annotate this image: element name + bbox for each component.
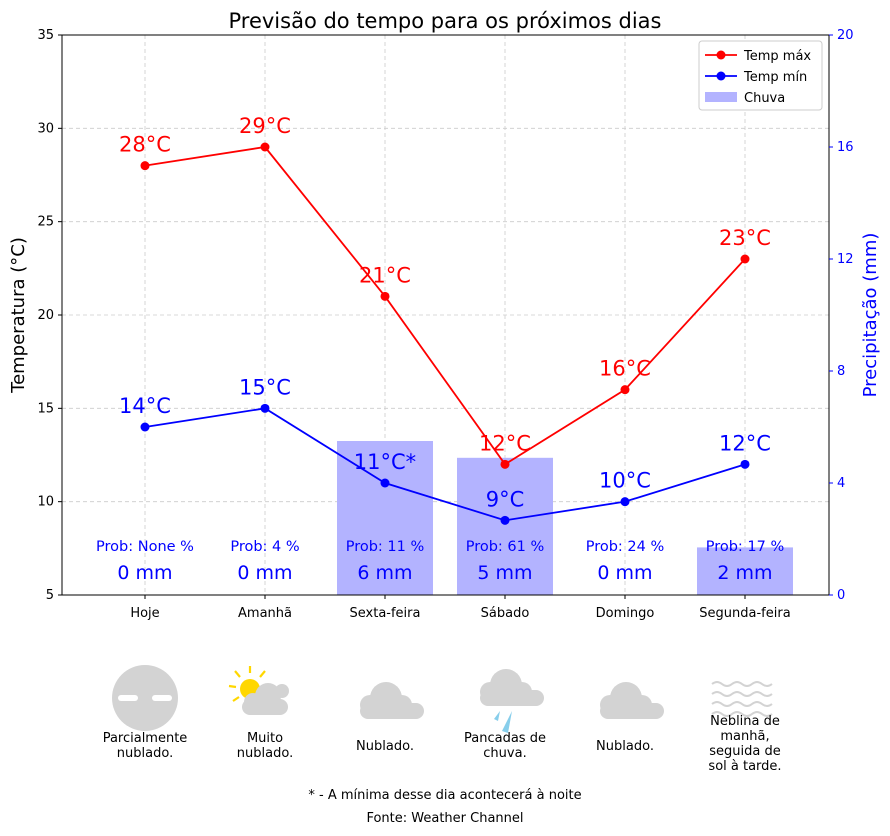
y2-tick-label: 16 [837,140,854,155]
series-point [260,142,270,152]
series-point [740,459,750,469]
precip-label: 0 mm [597,562,652,584]
legend-label: Temp mín [743,70,807,85]
legend-marker [716,71,726,81]
precip-bar [337,441,433,595]
temp-data-label: 12°C [719,431,771,455]
y2-tick-label: 4 [837,476,845,491]
series-point [380,478,390,488]
temp-data-label: 9°C [486,487,525,511]
series-point [740,254,750,264]
series-point [500,515,510,525]
sun-cloud-icon [220,665,310,735]
y-axis-label: Temperatura (°C) [8,237,29,394]
y-tick-label: 30 [37,121,54,136]
condition-text: Muito nublado. [236,731,294,761]
series-line [144,407,746,522]
precip-label: 5 mm [477,562,532,584]
prob-label: Prob: 24 % [586,539,665,555]
condition-text: Nublado. [356,739,414,754]
legend-label: Chuva [744,91,785,106]
temp-data-label: 28°C [119,133,171,157]
y-tick-label: 35 [37,28,54,43]
temperature-lines [140,142,750,525]
prob-label: Prob: None % [96,539,194,555]
precip-label: 6 mm [357,562,412,584]
temp-data-label: 10°C [599,469,651,493]
y2-tick-label: 12 [837,252,854,267]
x-tick-label: Domingo [596,606,655,621]
x-tick-label: Hoje [130,606,159,621]
temp-data-label: 21°C [359,263,411,287]
y-tick-label: 5 [46,588,54,603]
fog-circle-icon [100,665,190,735]
y-tick-label: 20 [37,308,54,323]
legend: Temp máx Temp mín Chuva [698,40,823,111]
series-line [144,146,746,466]
axes: 5 10 15 20 25 30 35 Hoje Amanhã Sexta-feira Sábado… [37,28,853,621]
grid-lines [62,35,829,595]
prob-label: Prob: 17 % [706,539,785,555]
series-point [140,422,150,432]
temp-data-label: 29°C [239,114,291,138]
y2-tick-label: 8 [837,364,845,379]
chart-title: Previsão do tempo para os próximos dias [228,9,661,33]
y2-axis-label: Precipitação (mm) [860,233,881,398]
prob-label: Prob: 4 % [230,539,299,555]
temp-data-label: 14°C [119,394,171,418]
y-tick-label: 15 [37,401,54,416]
x-tick-label: Segunda-feira [699,606,790,621]
condition-text: Nublado. [596,739,654,754]
rain-cloud-icon [460,665,550,735]
temp-data-label: 15°C [239,375,291,399]
x-tick-label: Sábado [481,606,530,621]
precip-label: 2 mm [717,562,772,584]
temp-data-label: 11°C* [354,450,416,474]
legend-bar-swatch [705,92,737,102]
temp-data-label: 23°C [719,226,771,250]
series-point [140,161,150,171]
precip-bars [337,441,793,595]
fog-waves-icon [700,672,790,742]
series-point [260,403,270,413]
y-tick-label: 10 [37,495,54,510]
condition-text: Parcialmente nublado. [102,731,188,761]
precip-label: 0 mm [117,562,172,584]
y-tick-label: 25 [37,215,54,230]
y2-tick-label: 20 [837,28,854,43]
series-point [620,385,630,395]
x-tick-label: Amanhã [238,606,292,621]
prob-label: Prob: 61 % [466,539,545,555]
temp-data-label: 12°C [479,431,531,455]
temp-data-label: 16°C [599,357,651,381]
series-point [380,291,390,301]
source-note: Fonte: Weather Channel [366,811,524,826]
prob-label: Prob: 11 % [346,539,425,555]
series-point [500,459,510,469]
y2-tick-label: 0 [837,588,845,603]
precip-bar [697,547,793,595]
x-tick-label: Sexta-feira [350,606,421,621]
series-point [620,497,630,507]
cloud-icon [340,665,430,735]
legend-marker [716,50,726,60]
precip-bar [457,457,553,595]
condition-text: Pancadas de chuva. [464,731,546,761]
legend-label: Temp máx [743,49,811,64]
data-labels: 28°C 29°C 21°C 12°C 16°C 23°C 14°C 15°C 11°C* 9°C… [96,114,784,584]
cloud-icon [580,665,670,735]
footnote: * - A mínima desse dia acontecerá à noit… [308,788,582,803]
precip-label: 0 mm [237,562,292,584]
condition-text: Neblina de manhã, seguida de sol à tarde. [708,714,782,774]
